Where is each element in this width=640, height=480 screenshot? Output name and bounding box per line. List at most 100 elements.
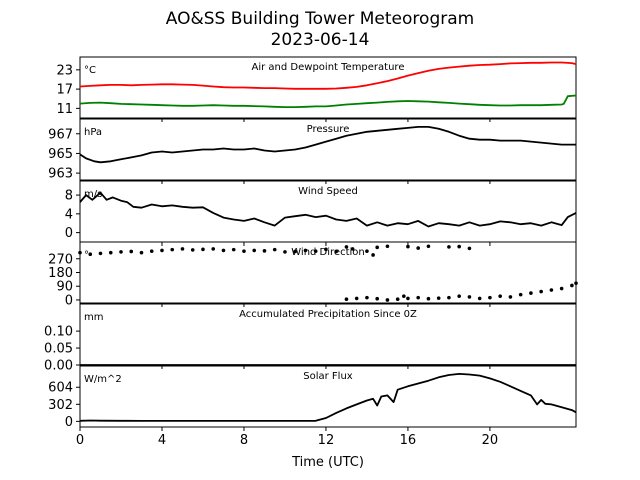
data-point — [344, 297, 349, 301]
y-tick-label: 0.00 — [44, 359, 73, 374]
data-point — [385, 244, 390, 249]
y-tick-label: 604 — [48, 381, 73, 396]
x-tick-label: 8 — [240, 433, 248, 448]
series-line — [79, 94, 577, 108]
data-point — [272, 247, 277, 252]
panel-5: 0.00 0.05 0.10 Accumulated Precipitation Si… — [44, 303, 577, 374]
data-point — [88, 252, 93, 256]
data-point — [98, 251, 103, 256]
panel-frame — [79, 56, 577, 119]
data-point — [190, 248, 195, 252]
y-tick-label: 0.10 — [44, 325, 73, 340]
data-point — [574, 281, 578, 285]
data-point — [395, 297, 400, 301]
x-tick-label: 12 — [318, 433, 335, 448]
panel-title: Pressure — [307, 124, 350, 135]
data-point — [447, 295, 451, 300]
x-tick-label: 16 — [400, 433, 417, 448]
data-point — [549, 288, 554, 292]
data-point — [457, 294, 461, 298]
y-tick-label: 963 — [48, 167, 73, 182]
data-point — [365, 249, 369, 253]
data-point — [119, 250, 123, 254]
figure-title: AO&SS Building Tower Meteorogram — [166, 9, 474, 29]
data-point — [570, 283, 574, 288]
y-tick-label: 0 — [65, 226, 73, 241]
data-point — [539, 289, 543, 294]
data-point — [416, 295, 420, 300]
data-point — [303, 248, 308, 253]
y-tick-label: 90 — [56, 280, 73, 295]
data-point — [252, 248, 257, 253]
x-tick-label: 20 — [482, 433, 499, 448]
y-tick-label: 967 — [48, 127, 73, 142]
data-point — [375, 245, 379, 250]
x-tick-label: 4 — [158, 433, 166, 448]
data-point — [108, 250, 113, 255]
data-point — [262, 249, 267, 253]
data-point — [231, 247, 236, 252]
y-tick-label: 23 — [56, 63, 73, 78]
panel-title: Wind Speed — [298, 186, 358, 197]
data-point — [518, 292, 523, 297]
data-point — [498, 294, 502, 298]
panel-title: Wind Direction — [291, 247, 365, 258]
y-tick-label: 11 — [56, 102, 73, 117]
data-point — [334, 249, 338, 254]
y-tick-label: 17 — [56, 83, 73, 98]
data-point — [477, 296, 482, 301]
data-point — [365, 295, 369, 300]
panel-title: Solar Flux — [303, 371, 353, 382]
series-line — [79, 61, 577, 90]
panel-unit-label: m/s — [84, 189, 102, 200]
data-point — [149, 249, 154, 253]
data-point — [416, 246, 420, 250]
data-point — [426, 296, 431, 301]
panel-unit-label: °C — [84, 65, 96, 76]
y-tick-label: 4 — [65, 207, 73, 222]
figure-subtitle: 2023-06-14 — [271, 30, 370, 50]
data-point — [457, 244, 461, 249]
panel-frame — [79, 118, 577, 181]
data-point — [283, 250, 287, 254]
data-point — [324, 247, 328, 252]
panel-unit-label: hPa — [84, 127, 102, 138]
data-point — [406, 296, 410, 301]
y-tick-label: 0 — [65, 415, 73, 430]
data-point — [344, 245, 349, 249]
panel-unit-label: mm — [84, 312, 103, 323]
panel-6: 0 302 604 Solar Flux W/m^2 — [48, 365, 577, 431]
data-point — [350, 247, 355, 251]
data-point — [406, 244, 410, 249]
panel-2: 963 965 967 Pressure hPa — [48, 118, 577, 184]
y-tick-label: 8 — [65, 189, 73, 204]
data-point — [313, 249, 318, 253]
data-point — [139, 250, 144, 255]
data-point — [426, 244, 431, 249]
data-point — [559, 286, 564, 291]
y-tick-label: 0 — [65, 293, 73, 308]
x-axis-label: Time (UTC) — [291, 455, 364, 470]
data-point — [221, 248, 226, 253]
data-point — [371, 253, 375, 257]
data-point — [129, 249, 134, 254]
data-point — [293, 249, 298, 254]
y-tick-label: 0.05 — [44, 342, 73, 357]
data-point — [467, 295, 472, 299]
data-point — [242, 249, 246, 253]
y-tick-label: 965 — [48, 147, 73, 162]
data-point — [467, 246, 472, 251]
series-line — [79, 372, 577, 422]
y-tick-label: 302 — [48, 398, 73, 413]
data-point — [488, 295, 492, 300]
y-tick-label: 270 — [48, 252, 73, 267]
data-point — [375, 296, 379, 301]
data-point — [436, 296, 441, 300]
series-line — [79, 126, 576, 164]
panel-title: Accumulated Precipitation Since 0Z — [239, 309, 417, 320]
data-point — [354, 296, 359, 301]
data-point — [402, 294, 406, 298]
